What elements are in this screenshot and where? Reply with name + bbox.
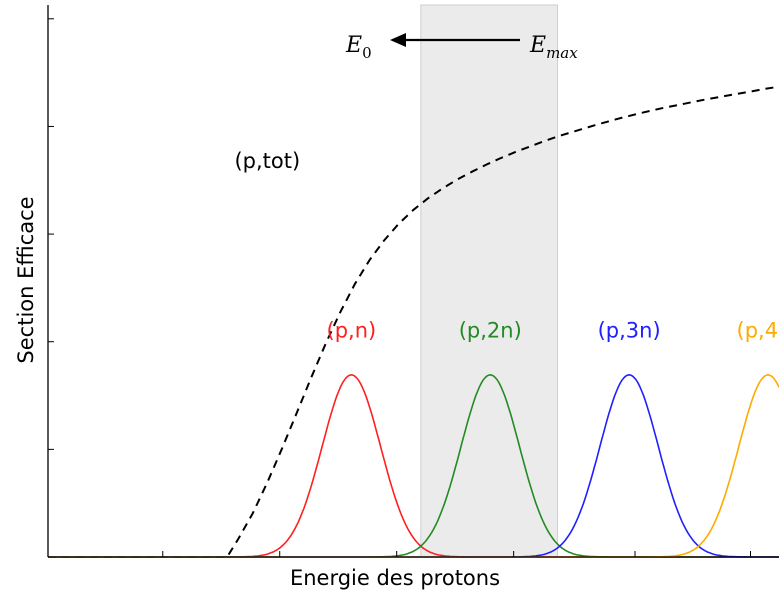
series-line-p-2n <box>48 373 779 558</box>
e0-label: E0 <box>345 33 372 62</box>
energy-window-band <box>420 4 559 558</box>
series-label-p-3n: (p,3n) <box>598 318 661 342</box>
emax-label: Emax <box>529 33 578 62</box>
window-labels: E0 Emax <box>345 33 578 62</box>
series-label-p-n: (p,n) <box>327 318 377 342</box>
e0-subscript: 0 <box>362 44 372 62</box>
series-line-p-4n <box>48 373 779 558</box>
series-line-p-tot <box>48 85 779 558</box>
plot-area: (p,tot) (p,n) (p,2n) (p,3n) (p,4n) <box>47 4 779 558</box>
series-line-p-n <box>48 373 779 558</box>
series-label-p-tot: (p,tot) <box>234 149 300 173</box>
series-label-p-4n: (p,4n) <box>737 318 779 342</box>
series-label-p-2n: (p,2n) <box>459 318 522 342</box>
arrow-left-icon <box>390 33 520 47</box>
x-axis-title: Energie des protons <box>290 566 500 590</box>
y-axis-title: Section Efficace <box>14 196 38 363</box>
emax-subscript: max <box>546 44 578 62</box>
series-line-p-3n <box>48 373 779 558</box>
